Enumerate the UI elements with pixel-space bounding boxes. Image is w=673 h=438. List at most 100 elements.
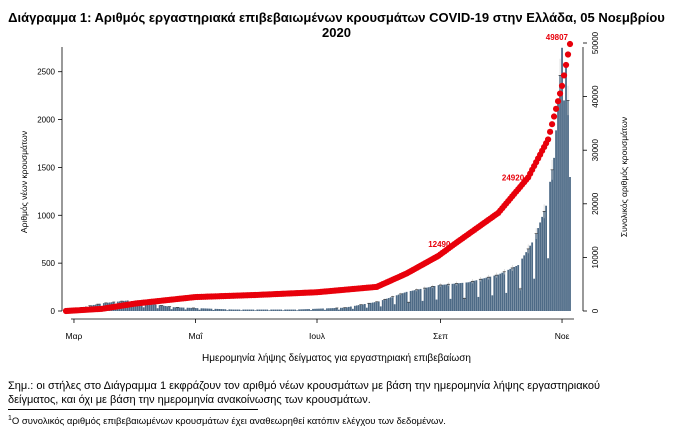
bar <box>441 284 444 311</box>
bar <box>154 304 157 311</box>
bar <box>393 304 396 311</box>
bar <box>312 308 314 311</box>
x-tick-label: Σεπ <box>433 331 448 341</box>
bar <box>142 307 145 311</box>
footnote-marker: 1 <box>8 415 12 422</box>
bar <box>415 289 418 311</box>
bar <box>248 309 251 311</box>
bar <box>473 280 476 311</box>
bar <box>226 310 229 311</box>
bar <box>435 299 438 311</box>
bar <box>232 309 235 311</box>
bar <box>367 303 370 311</box>
bar <box>353 305 356 311</box>
bar <box>342 307 344 311</box>
bar <box>242 309 245 311</box>
bar <box>204 308 207 311</box>
bar <box>158 305 161 311</box>
bar <box>326 308 328 311</box>
bar <box>180 307 183 311</box>
cumulative-point <box>548 121 556 128</box>
cumulative-point <box>554 98 562 105</box>
bar <box>371 302 374 311</box>
bar <box>338 309 340 311</box>
footnote-text: Ο συνολικός αριθμός επιβεβαιωμένων κρουσ… <box>11 416 446 428</box>
bar <box>533 278 536 311</box>
bar <box>551 169 553 311</box>
bar <box>475 280 478 311</box>
bar <box>477 296 480 311</box>
bar <box>138 302 141 311</box>
bar <box>515 266 518 311</box>
bar <box>531 242 534 311</box>
y-tick-label: 2500 <box>37 68 55 77</box>
bar <box>298 309 300 311</box>
bar <box>206 308 209 311</box>
page-title: Διάγραμμα 1: Αριθμός εργαστηριακά επιβεβ… <box>8 10 665 40</box>
bar <box>310 310 312 311</box>
cumulative-point <box>552 105 560 112</box>
bar <box>525 252 528 311</box>
bar <box>266 309 269 311</box>
bar <box>427 287 430 311</box>
y2-tick-label: 0 <box>591 308 600 313</box>
bar <box>260 309 263 311</box>
bar <box>409 291 412 311</box>
bar <box>519 288 522 311</box>
bar <box>479 279 482 311</box>
bar <box>403 292 406 311</box>
bar <box>188 307 191 311</box>
bar <box>375 301 378 311</box>
bar <box>379 306 382 311</box>
bar <box>369 302 372 311</box>
bar <box>230 309 233 311</box>
bar <box>499 273 502 311</box>
cumulative-point <box>562 61 570 69</box>
y-tick-label: 2000 <box>37 116 55 125</box>
bar <box>210 308 213 311</box>
bar <box>128 306 131 311</box>
bar <box>561 47 563 311</box>
bar <box>483 278 486 311</box>
y2-tick-label: 30000 <box>591 139 600 162</box>
bar <box>457 283 460 311</box>
bar <box>214 308 217 311</box>
bar <box>451 283 454 311</box>
bar <box>357 305 360 311</box>
bar <box>547 258 549 311</box>
bar <box>200 308 203 311</box>
bar <box>433 285 436 311</box>
bar <box>196 308 199 311</box>
bar <box>328 308 330 311</box>
x-axis-title: Ημερομηνία λήψης δείγματος για εργαστηρι… <box>202 353 471 364</box>
bar <box>491 295 494 311</box>
bar <box>391 296 394 311</box>
bar <box>194 308 197 311</box>
bar <box>308 309 310 311</box>
bar <box>290 309 292 311</box>
bar <box>501 272 504 311</box>
bar <box>429 286 432 311</box>
bar <box>174 307 177 311</box>
bar <box>296 310 298 311</box>
bar <box>246 309 249 311</box>
y2-tick-label: 50000 <box>591 31 600 54</box>
bar <box>340 307 342 311</box>
chart-note: Σημ.: οι στήλες στο Διάγραμμα 1 εκφράζου… <box>8 380 601 406</box>
bar <box>567 100 569 312</box>
bar <box>471 281 474 311</box>
cumulative-point <box>564 51 572 58</box>
bar <box>284 309 287 311</box>
bar <box>363 303 366 311</box>
bar <box>306 309 308 311</box>
bar <box>563 100 565 312</box>
bar <box>190 307 193 311</box>
x-tick-label: Μαρ <box>66 331 83 341</box>
bar <box>503 271 506 311</box>
bar <box>212 310 215 311</box>
bar <box>347 306 350 311</box>
bar <box>344 307 346 311</box>
bar <box>228 309 231 311</box>
bar <box>336 307 338 311</box>
bar <box>244 309 247 311</box>
